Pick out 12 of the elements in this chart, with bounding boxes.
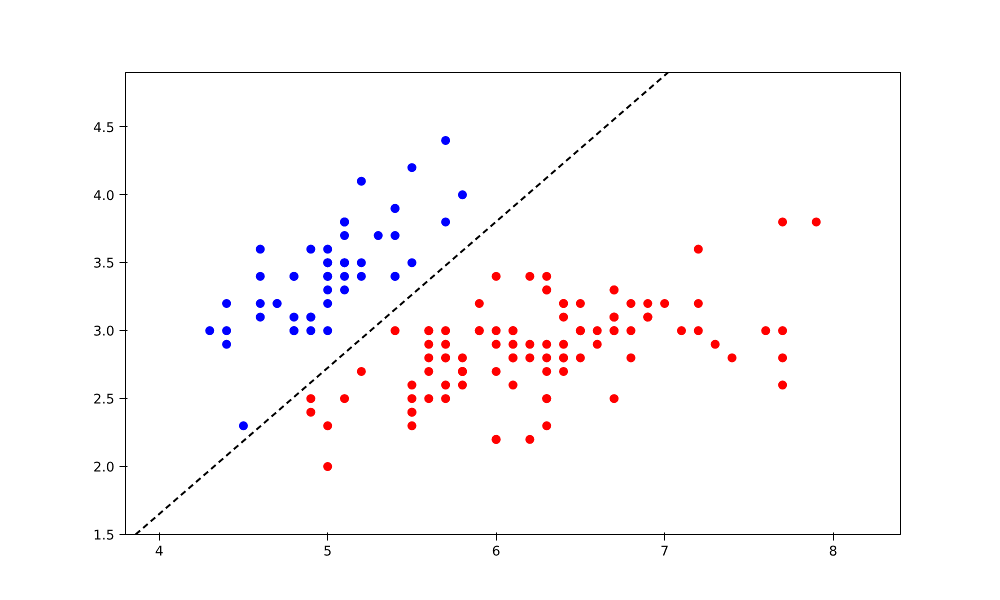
- y-tick-label: 3.0: [93, 324, 115, 340]
- y-tick-label: 2.5: [93, 392, 115, 408]
- y-tick-label: 4.5: [93, 120, 115, 136]
- x-tick-label: 6: [492, 544, 500, 560]
- x-tick-label: 7: [660, 544, 669, 560]
- y-tick-label: 1.5: [93, 528, 115, 544]
- x-tick-label: 8: [828, 544, 838, 560]
- x-tick-label: 5: [323, 544, 332, 560]
- x-tick-label: 4: [154, 544, 164, 560]
- y-tick-label: 2.0: [93, 460, 115, 476]
- y-tick-label: 4.0: [93, 188, 115, 204]
- y-tick-label: 3.5: [93, 256, 115, 272]
